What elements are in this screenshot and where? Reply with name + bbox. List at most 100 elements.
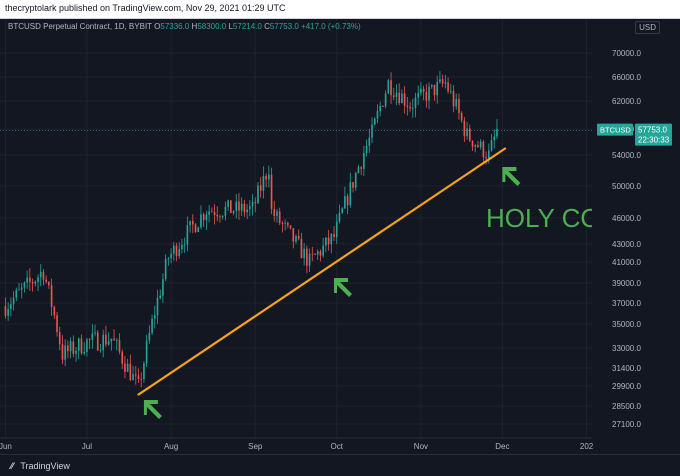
candle-body xyxy=(376,111,379,119)
candle-body xyxy=(67,345,69,352)
candle-body xyxy=(365,145,368,153)
candle-body xyxy=(373,118,376,125)
candle-body xyxy=(452,91,455,107)
symbol-label: BTCUSD Perpetual Contract, 1D, BYBIT xyxy=(8,22,152,31)
candle-body xyxy=(34,281,37,284)
candle-body xyxy=(447,82,449,92)
candle-body xyxy=(110,338,113,342)
time-scale-background xyxy=(0,438,680,454)
candle-body xyxy=(75,350,77,354)
candle-body xyxy=(118,340,121,352)
candle-body xyxy=(186,225,189,245)
candle-body xyxy=(86,339,88,352)
candle-body xyxy=(167,258,170,260)
candle-body xyxy=(26,277,28,283)
candle-body xyxy=(490,140,493,151)
y-tick-label: 54000.0 xyxy=(612,151,641,160)
y-tick-label: 43000.0 xyxy=(612,240,641,249)
candle-body xyxy=(20,287,23,290)
candle-body xyxy=(143,363,145,380)
candle-body xyxy=(88,339,91,341)
high-label: H xyxy=(191,22,198,31)
candle-body xyxy=(471,140,474,147)
candle-body xyxy=(80,338,83,354)
x-tick-label: 202 xyxy=(580,442,594,451)
candle-body xyxy=(363,152,365,169)
candle-body xyxy=(107,341,110,345)
candle-body xyxy=(140,379,143,380)
candle-body xyxy=(181,244,183,250)
candle-body xyxy=(387,80,390,94)
arrow-shape xyxy=(334,278,353,297)
currency-button[interactable]: USD xyxy=(635,21,660,34)
candle-body xyxy=(327,237,330,245)
candle-body xyxy=(243,203,246,213)
price-tag-value: 57753.0 xyxy=(638,126,667,135)
candle-body xyxy=(449,91,452,92)
candle-body xyxy=(384,93,387,107)
candle-body xyxy=(303,248,305,259)
candle-body xyxy=(278,211,281,224)
close-value: 57753.0 xyxy=(269,22,299,31)
candle-body xyxy=(145,340,148,364)
candle-body xyxy=(257,185,259,204)
candle-body xyxy=(194,224,197,233)
candle-body xyxy=(341,208,343,213)
ohlc-legend: BTCUSD Perpetual Contract, 1D, BYBIT O57… xyxy=(8,22,361,31)
open-value: 57336.0 xyxy=(160,22,190,31)
candle-body xyxy=(91,333,94,340)
candle-body xyxy=(330,234,333,245)
candle-body xyxy=(178,249,181,256)
x-tick-label: Nov xyxy=(414,442,428,451)
candle-body xyxy=(189,220,191,226)
candle-body xyxy=(485,157,487,159)
candle-body xyxy=(439,79,441,82)
candle-body xyxy=(430,84,433,87)
candle-body xyxy=(417,93,420,98)
candle-body xyxy=(354,173,357,188)
candle-body xyxy=(444,82,447,84)
tradingview-icon: ⁄⁄ xyxy=(10,461,14,471)
candle-body xyxy=(460,112,463,121)
x-axis: Jun Jul Aug Sep Oct Nov Dec 202 xyxy=(0,437,680,454)
candle-body xyxy=(137,375,140,380)
candle-body xyxy=(433,84,436,96)
candle-body xyxy=(18,289,20,291)
candle-body xyxy=(463,120,466,137)
footer: ⁄⁄ TradingView xyxy=(0,454,680,476)
candle-body xyxy=(48,281,50,286)
candle-body xyxy=(183,244,186,246)
candle-body xyxy=(468,128,471,141)
candle-body xyxy=(124,363,126,372)
candle-body xyxy=(474,145,477,147)
candle-body xyxy=(4,306,7,316)
candle-body xyxy=(493,136,496,141)
symbol-tag xyxy=(597,123,633,136)
candles xyxy=(4,71,498,388)
candle-body xyxy=(159,295,162,299)
candle-body xyxy=(479,141,482,147)
candle-body xyxy=(105,334,107,345)
candle-body xyxy=(230,200,232,214)
candle-body xyxy=(69,341,72,352)
candle-body xyxy=(268,174,270,180)
candle-body xyxy=(292,228,295,242)
tradingview-logo[interactable]: ⁄⁄ TradingView xyxy=(6,461,69,471)
candle-body xyxy=(232,211,235,214)
candle-body xyxy=(425,91,428,101)
candle-body xyxy=(45,279,47,282)
candle-body xyxy=(7,309,9,316)
candle-body xyxy=(56,315,58,333)
candle-body xyxy=(398,92,401,104)
candle-body xyxy=(379,105,381,112)
candle-body xyxy=(151,318,153,333)
y-tick-label: 50000.0 xyxy=(612,182,641,191)
candle-body xyxy=(477,145,479,147)
candle-body xyxy=(42,271,45,280)
candle-body xyxy=(395,92,398,98)
candle-body xyxy=(83,351,85,354)
candle-body xyxy=(422,88,425,92)
candle-body xyxy=(409,106,411,109)
